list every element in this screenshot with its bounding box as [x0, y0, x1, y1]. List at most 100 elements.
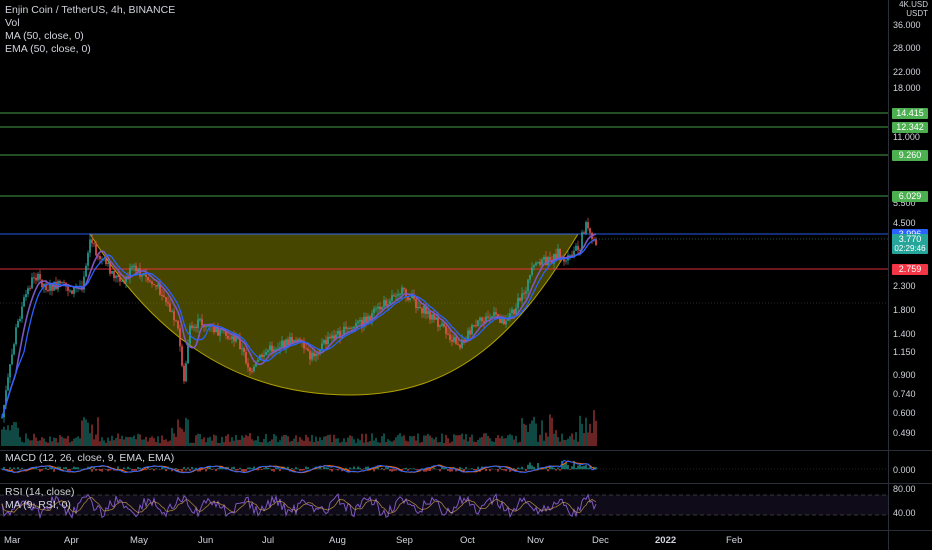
candle-body	[163, 295, 165, 298]
macd-hist-bar	[271, 469, 273, 471]
time-axis-divider	[0, 530, 932, 531]
macd-hist-bar	[547, 469, 549, 472]
macd-hist-bar	[537, 463, 539, 470]
volume-bar	[291, 440, 293, 446]
volume-bar	[327, 435, 329, 446]
volume-bar	[263, 438, 265, 446]
candle-body	[281, 340, 283, 348]
macd-hist-bar	[79, 468, 81, 470]
candle-body	[367, 316, 369, 323]
macd-hist-bar	[17, 467, 19, 470]
volume-bar	[173, 433, 175, 446]
volume-bar	[231, 437, 233, 446]
time-axis[interactable]: Mar Apr May Jun Jul Aug Sep Oct Nov Dec 2022 Feb	[0, 531, 888, 550]
volume-bar	[167, 441, 169, 446]
macd-hist-bar	[403, 468, 405, 470]
volume-bar	[491, 441, 493, 446]
macd-hist-bar	[275, 467, 277, 470]
macd-hist-bar	[233, 466, 235, 470]
rsi-axis[interactable]: 80.00 40.00	[889, 484, 932, 530]
volume-bar	[261, 442, 263, 446]
volume-bar	[505, 438, 507, 446]
volume-bar	[429, 435, 431, 446]
vol-indicator-label[interactable]: Vol	[5, 17, 20, 29]
time-tick-label: Nov	[527, 535, 544, 546]
rsi-chart[interactable]	[0, 484, 888, 530]
candle-body	[455, 337, 457, 344]
volume-bar	[41, 437, 43, 446]
price-axis[interactable]: 4K.USD USDT 36.000 28.000 22.000 18.000 11.0…	[889, 0, 932, 450]
volume-bar	[141, 439, 143, 446]
candle-body	[179, 328, 181, 347]
candle-body	[389, 300, 391, 305]
time-tick-label: Apr	[64, 535, 79, 546]
macd-hist-bar	[297, 468, 299, 470]
volume-bar	[347, 437, 349, 446]
candle-body	[393, 295, 395, 297]
volume-bar	[361, 433, 363, 446]
candle-body	[55, 281, 57, 290]
candle-body	[313, 352, 315, 357]
volume-bar	[465, 434, 467, 446]
macd-indicator-label[interactable]: MACD (12, 26, close, 9, EMA, EMA)	[5, 452, 175, 464]
candle-body	[507, 318, 509, 321]
candle-body	[333, 335, 335, 339]
macd-hist-bar	[191, 466, 193, 470]
rsi-ma-indicator-label[interactable]: MA (9, RSI, 0)	[5, 499, 71, 511]
price-tick-label: 36.000	[893, 20, 921, 30]
macd-axis[interactable]: 0.000	[889, 451, 932, 483]
candle-body	[263, 355, 265, 357]
level-price-tag: 12.342	[892, 122, 928, 133]
macd-hist-bar	[155, 468, 157, 470]
macd-hist-bar	[391, 469, 393, 472]
macd-hist-bar	[325, 467, 327, 470]
level-price-tag: 14.415	[892, 108, 928, 119]
macd-pane[interactable]: MACD (12, 26, close, 9, EMA, EMA)	[0, 451, 888, 483]
macd-hist-bar	[359, 467, 361, 470]
rsi-ma-line	[1, 497, 597, 514]
candle-body	[143, 274, 145, 276]
macd-hist-bar	[205, 469, 207, 472]
candle-body	[485, 316, 487, 323]
volume-bar	[101, 437, 103, 446]
candle-body	[279, 347, 281, 349]
ma-indicator-label[interactable]: MA (50, close, 0)	[5, 30, 84, 42]
volume-bar	[353, 439, 355, 446]
candle-body	[513, 309, 515, 315]
volume-bar	[131, 437, 133, 446]
candle-body	[139, 268, 141, 277]
price-tick-label: 4.500	[893, 218, 916, 228]
symbol-title[interactable]: Enjin Coin / TetherUS, 4h, BINANCE	[5, 4, 176, 16]
macd-hist-bar	[573, 460, 575, 470]
candle-body	[207, 326, 209, 328]
volume-bar	[221, 436, 223, 446]
macd-hist-bar	[389, 469, 391, 472]
volume-bar	[285, 434, 287, 446]
candle-body	[245, 352, 247, 364]
volume-bar	[79, 438, 81, 446]
rsi-indicator-label[interactable]: RSI (14, close)	[5, 486, 75, 498]
macd-hist-bar	[447, 469, 449, 471]
volume-bar	[315, 436, 317, 446]
volume-bar	[163, 439, 165, 446]
volume-bar	[189, 442, 191, 446]
pane-divider[interactable]	[0, 450, 932, 451]
volume-bar	[559, 441, 561, 446]
candle-body	[1, 417, 3, 419]
main-chart-pane[interactable]: Enjin Coin / TetherUS, 4h, BINANCE Vol M…	[0, 0, 888, 450]
ema-indicator-label[interactable]: EMA (50, close, 0)	[5, 43, 91, 55]
macd-hist-bar	[193, 468, 195, 470]
volume-bar	[239, 439, 241, 446]
volume-bar	[257, 436, 259, 446]
pane-divider[interactable]	[0, 483, 932, 484]
macd-legend: MACD (12, 26, close, 9, EMA, EMA)	[5, 452, 174, 465]
price-chart[interactable]	[0, 0, 888, 450]
volume-bar	[19, 436, 21, 446]
volume-bar	[325, 436, 327, 446]
rsi-pane[interactable]: RSI (14, close) MA (9, RSI, 0)	[0, 484, 888, 530]
candle-body	[101, 258, 103, 260]
volume-bar	[515, 435, 517, 446]
candle-body	[131, 266, 133, 268]
macd-chart[interactable]	[0, 451, 888, 483]
volume-bar	[233, 440, 235, 446]
